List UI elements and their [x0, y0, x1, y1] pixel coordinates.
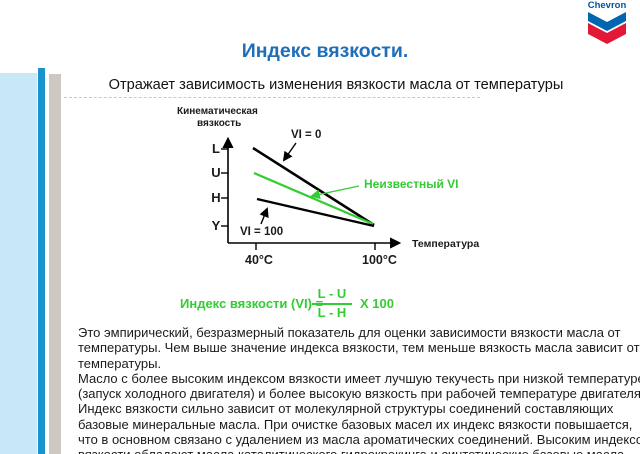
chevron-logo: Chevron: [582, 1, 632, 45]
x-axis-title: Температура: [412, 238, 480, 250]
sidebar-band-gray: [49, 74, 61, 454]
body-line: что в основном связано с удалением из ма…: [78, 432, 640, 448]
y-axis-title-line1: Кинематическая: [177, 106, 258, 117]
arrow-vi0: [282, 142, 297, 162]
x-tick-label-100c: 100°C: [362, 253, 397, 267]
header-divider: [64, 97, 480, 98]
line-unknown-vi: [253, 171, 374, 226]
y-tick-label-h: H: [211, 190, 221, 205]
body-line: температуры. Чем выше значение индекса в…: [78, 340, 640, 356]
formula-multiplier: X 100: [360, 296, 394, 311]
page-title: Индекс вязкости.: [241, 40, 409, 62]
body-line: вязкости обладают масла каталитического …: [78, 447, 638, 454]
y-tick-label-y: Y: [211, 218, 221, 233]
body-line: Это эмпирический, безразмерный показател…: [78, 325, 621, 340]
y-tick-label-u: U: [211, 165, 221, 180]
y-axis-title-line2: вязкость: [197, 118, 242, 129]
body-line: Индекс вязкости сильно зависит от молеку…: [78, 401, 614, 417]
chevron-emblem-icon: [588, 11, 626, 44]
arrow-unknown-vi: [310, 185, 360, 200]
series-label-unknown-vi: Неизвестный VI: [364, 177, 459, 191]
y-tick-label-l: L: [212, 141, 220, 156]
formula-numerator: L - U: [317, 286, 347, 301]
series-label-vi100: VI = 100: [240, 226, 284, 238]
sidebar-band-darkblue: [38, 68, 45, 454]
arrow-vi100: [259, 207, 269, 225]
page-subtitle: Отражает зависимость изменения вязкости …: [108, 77, 564, 93]
chevron-wordmark: Chevron: [587, 0, 627, 11]
formula-lhs: Индекс вязкости (VI) =: [180, 296, 324, 311]
sidebar-band-lightblue: [0, 73, 37, 454]
formula-fraction: L - U L - H: [312, 286, 352, 321]
series-label-vi0: VI = 0: [291, 129, 322, 141]
line-vi100: [256, 197, 375, 228]
body-line: базовые минеральные масла. При очистке б…: [78, 416, 633, 432]
body-line: Масло с более высоким индексом вязкости …: [78, 370, 640, 386]
x-tick-label-40c: 40°C: [245, 253, 273, 267]
body-text: Это эмпирический, безразмерный показател…: [78, 325, 640, 454]
body-line: температуры.: [78, 355, 162, 371]
body-line: (запуск холодного двигателя) и более выс…: [78, 386, 640, 402]
line-vi0: [252, 146, 375, 227]
formula-denominator: L - H: [312, 302, 352, 321]
